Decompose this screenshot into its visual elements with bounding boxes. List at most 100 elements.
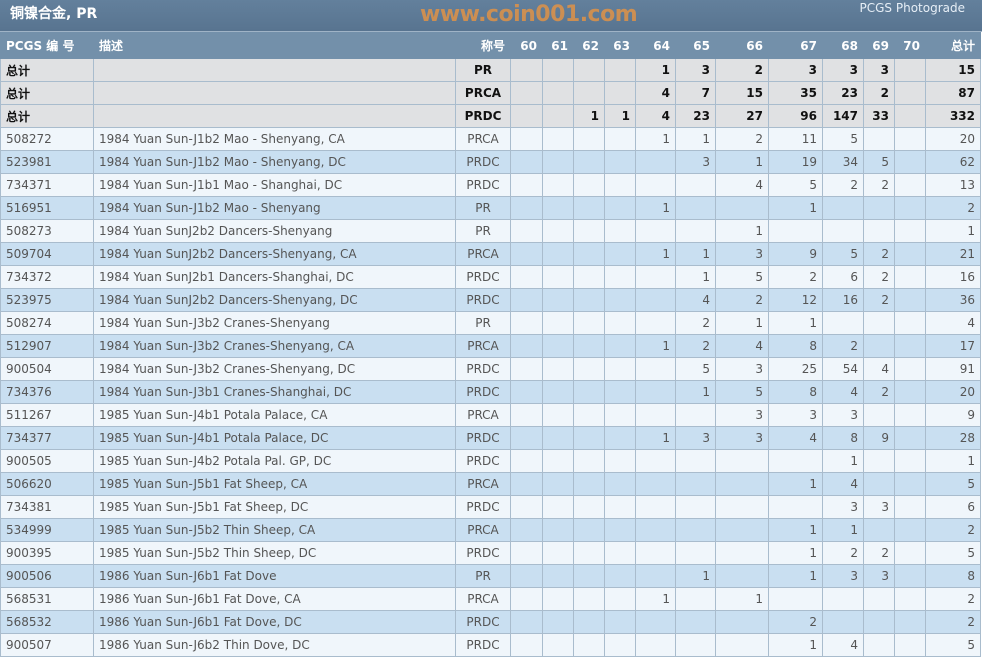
total-cell: 1 [925, 219, 981, 243]
grade-count-cell [604, 219, 636, 243]
table-row: 734371 1984 Yuan Sun-J1b1 Mao - Shanghai,… [0, 173, 981, 197]
grade-count-cell [863, 334, 895, 358]
pcgs-number-link[interactable]: 568531 [0, 587, 94, 611]
grade-count-cell [863, 219, 895, 243]
pcgs-number-link[interactable]: 523981 [0, 150, 94, 174]
designation-cell: PR [455, 311, 511, 335]
pcgs-number-link[interactable]: 506620 [0, 472, 94, 496]
table-row: 534999 1985 Yuan Sun-J5b2 Thin Sheep, CA P… [0, 518, 981, 542]
grade-count-cell: 3 [715, 403, 769, 427]
grade-count-cell [510, 104, 543, 128]
grade-count-cell: 3 [822, 403, 864, 427]
grade-count-cell [510, 495, 543, 519]
grade-count-cell [635, 564, 676, 588]
designation-cell: PRDC [455, 380, 511, 404]
grade-count-cell [604, 518, 636, 542]
total-cell: 2 [925, 587, 981, 611]
grade-count-cell: 1 [635, 242, 676, 266]
designation-cell: PR [455, 196, 511, 220]
pcgs-number-link[interactable]: 900505 [0, 449, 94, 473]
pcgs-number-link[interactable]: 508273 [0, 219, 94, 243]
grade-count-cell [510, 518, 543, 542]
pcgs-number-link[interactable]: 516951 [0, 196, 94, 220]
grade-count-cell [822, 196, 864, 220]
grade-count-cell [573, 633, 605, 657]
grade-count-cell [894, 587, 926, 611]
grade-count-cell [542, 334, 574, 358]
table-row: 506620 1985 Yuan Sun-J5b1 Fat Sheep, CA PR… [0, 472, 981, 496]
grade-count-cell [675, 173, 716, 197]
description-cell [93, 104, 456, 128]
grade-count-cell: 1 [675, 265, 716, 289]
grade-count-cell [542, 426, 574, 450]
pcgs-number-link[interactable]: 534999 [0, 518, 94, 542]
grade-count-cell [573, 150, 605, 174]
grade-count-cell: 1 [822, 518, 864, 542]
designation-cell: PRCA [455, 587, 511, 611]
grade-count-cell [894, 288, 926, 312]
grade-count-cell [542, 173, 574, 197]
grade-count-cell [510, 610, 543, 634]
pcgs-number-link[interactable]: 900507 [0, 633, 94, 657]
pcgs-number-link[interactable]: 734377 [0, 426, 94, 450]
total-cell: 5 [925, 541, 981, 565]
grade-count-cell: 6 [822, 265, 864, 289]
table-row: 900504 1984 Yuan Sun-J3b2 Cranes-Shenyang… [0, 357, 981, 381]
grade-count-cell: 1 [573, 104, 605, 128]
grade-count-cell: 3 [822, 564, 864, 588]
pcgs-number-link[interactable]: 734381 [0, 495, 94, 519]
pcgs-number-link[interactable]: 734376 [0, 380, 94, 404]
pcgs-number-link[interactable]: 508274 [0, 311, 94, 335]
grade-count-cell: 2 [863, 81, 895, 105]
grade-count-cell: 2 [715, 288, 769, 312]
description-cell: 1985 Yuan Sun-J5b2 Thin Sheep, CA [93, 518, 456, 542]
grade-count-cell [510, 449, 543, 473]
grade-count-cell [635, 288, 676, 312]
total-cell: 36 [925, 288, 981, 312]
grade-count-cell: 2 [822, 334, 864, 358]
grade-count-cell [768, 449, 823, 473]
pcgs-number-link[interactable]: 511267 [0, 403, 94, 427]
total-cell: 1 [925, 449, 981, 473]
table-row: 900395 1985 Yuan Sun-J5b2 Thin Sheep, DC P… [0, 541, 981, 565]
column-header: 70 [894, 32, 926, 59]
grade-count-cell: 54 [822, 357, 864, 381]
totals-label: 总计 [0, 104, 94, 128]
grade-count-cell [604, 541, 636, 565]
grade-count-cell: 2 [863, 541, 895, 565]
total-cell: 6 [925, 495, 981, 519]
total-cell: 16 [925, 265, 981, 289]
column-header: 68 [822, 32, 864, 59]
grade-count-cell [510, 403, 543, 427]
pcgs-number-link[interactable]: 509704 [0, 242, 94, 266]
grade-count-cell [894, 564, 926, 588]
pcgs-number-link[interactable]: 512907 [0, 334, 94, 358]
grade-count-cell [675, 587, 716, 611]
grade-count-cell [863, 587, 895, 611]
table-row: 508274 1984 Yuan Sun-J3b2 Cranes-Shenyang… [0, 311, 981, 335]
pcgs-number-link[interactable]: 523975 [0, 288, 94, 312]
pcgs-number-link[interactable]: 900395 [0, 541, 94, 565]
pcgs-number-link[interactable]: 900506 [0, 564, 94, 588]
grade-count-cell: 3 [768, 403, 823, 427]
grade-count-cell [604, 449, 636, 473]
photograde-link[interactable]: PCGS Photograde [859, 1, 965, 15]
grade-count-cell: 5 [863, 150, 895, 174]
pcgs-number-link[interactable]: 568532 [0, 610, 94, 634]
grade-count-cell [635, 403, 676, 427]
grade-count-cell [542, 633, 574, 657]
pcgs-number-link[interactable]: 734371 [0, 173, 94, 197]
designation-cell: PRDC [455, 426, 511, 450]
pcgs-number-link[interactable]: 508272 [0, 127, 94, 151]
grade-count-cell [573, 196, 605, 220]
pcgs-number-link[interactable]: 734372 [0, 265, 94, 289]
pcgs-number-link[interactable]: 900504 [0, 357, 94, 381]
grade-count-cell [510, 173, 543, 197]
grade-count-cell [573, 334, 605, 358]
grade-count-cell [573, 288, 605, 312]
grade-count-cell [542, 127, 574, 151]
grade-count-cell [604, 288, 636, 312]
grade-count-cell [542, 81, 574, 105]
table-row: 509704 1984 Yuan SunJ2b2 Dancers-Shenyang… [0, 242, 981, 266]
column-header: 67 [768, 32, 823, 59]
